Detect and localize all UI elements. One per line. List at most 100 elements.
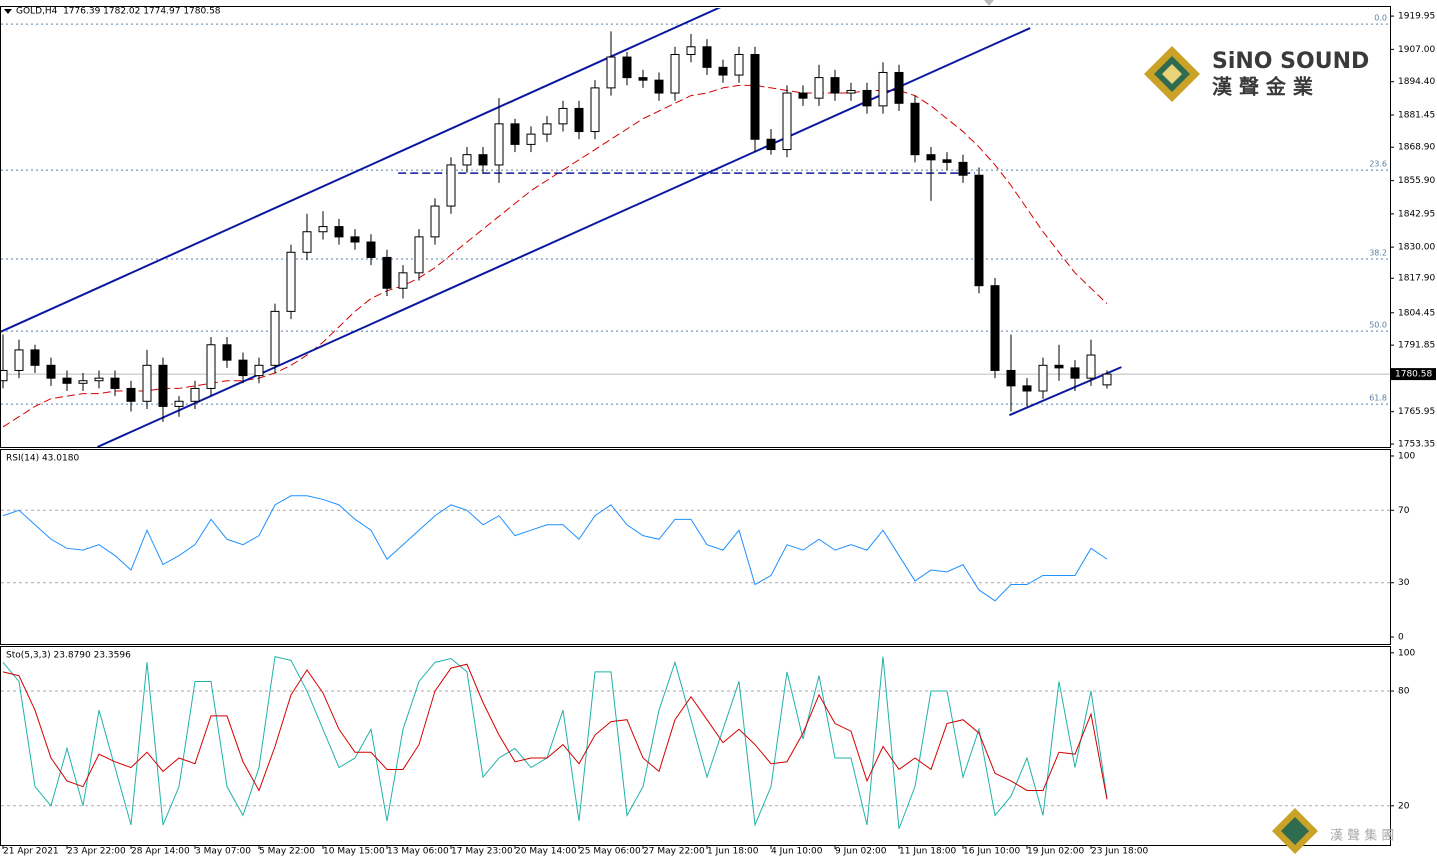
- x-tick-label: 20 May 14:00: [515, 847, 577, 857]
- y-tick-label: 1817.90: [1398, 274, 1435, 284]
- candle-body: [270, 310, 280, 366]
- x-tick-label: 4 Jun 10:00: [771, 847, 823, 857]
- candle-body: [990, 285, 1000, 371]
- candle-body: [686, 46, 696, 55]
- candle-body: [142, 364, 152, 402]
- y-tick-label: 1791.85: [1398, 341, 1435, 351]
- candle-body: [1070, 367, 1080, 379]
- candle-body: [958, 161, 968, 176]
- x-tick-label: 9 Jun 02:00: [835, 847, 887, 857]
- candle-body: [238, 359, 248, 377]
- candle-body: [414, 236, 424, 274]
- candle-body: [750, 53, 760, 140]
- y-tick-label: 1907.00: [1398, 45, 1435, 55]
- stoch-title: Sto(5,3,3) 23.8790 23.3596: [6, 651, 131, 661]
- candle-body: [30, 349, 40, 366]
- title-arrow: [4, 9, 12, 14]
- y-tick-label: 80: [1398, 687, 1410, 697]
- rsi-frame: [0, 449, 1391, 645]
- candle-body: [126, 387, 136, 402]
- candle-body: [1086, 354, 1096, 379]
- stoch-frame: [0, 646, 1391, 846]
- x-tick-label: 13 May 06:00: [387, 847, 449, 857]
- candle-body: [846, 89, 856, 94]
- last-price-box: [1391, 368, 1436, 381]
- fib-label: 0.0: [1374, 14, 1387, 23]
- fib-label: 38.2: [1369, 248, 1387, 257]
- candle-body: [110, 377, 120, 389]
- candle-body: [318, 226, 328, 233]
- x-tick-label: 1 Jun 18:00: [707, 847, 759, 857]
- y-tick-label: 1804.45: [1398, 308, 1435, 318]
- candle-body: [926, 154, 936, 161]
- candle-body: [430, 205, 440, 238]
- candle-body: [718, 66, 728, 76]
- y-tick-label: 1881.45: [1398, 110, 1435, 120]
- x-tick-label: 21 Apr 2021: [3, 847, 59, 857]
- candle-body: [622, 56, 632, 79]
- candle-body: [878, 71, 888, 107]
- candle-body: [62, 377, 72, 384]
- moving-average: [2, 84, 1108, 428]
- last-price-label: 1780.58: [1395, 370, 1432, 380]
- candle-body: [462, 154, 472, 166]
- candle-body: [974, 174, 984, 287]
- candle-body: [702, 46, 712, 68]
- candle-body: [446, 164, 456, 207]
- x-tick-label: 28 Apr 14:00: [131, 847, 190, 857]
- x-tick-label: 25 May 06:00: [579, 847, 641, 857]
- candle-body: [78, 380, 88, 384]
- x-tick-label: 23 Jun 18:00: [1091, 847, 1148, 857]
- candle-body: [574, 107, 584, 133]
- candle-body: [862, 89, 872, 107]
- candle-body: [1102, 373, 1112, 386]
- x-tick-label: 16 Jun 10:00: [963, 847, 1020, 857]
- candle-body: [398, 272, 408, 289]
- candle-body: [254, 364, 264, 377]
- plot-area: [1, 495, 1390, 602]
- fib-label: 61.8: [1369, 394, 1387, 403]
- y-tick-label: 100: [1398, 648, 1415, 658]
- footer-inner: [1281, 817, 1309, 845]
- logo: SiNO SOUND 漢 聲 金 業 漢 聲 集 團: [1144, 46, 1394, 854]
- x-tick-label: 3 May 07:00: [195, 847, 251, 857]
- y-tick-label: 1842.95: [1398, 209, 1435, 219]
- footer-text: 漢 聲 集 團: [1330, 828, 1394, 844]
- candle-body: [798, 92, 808, 99]
- candle-body: [350, 236, 360, 243]
- candle-body: [814, 77, 824, 99]
- x-tick-label: 23 Apr 22:00: [67, 847, 126, 857]
- logo-chinese: 漢 聲 金 業: [1212, 75, 1314, 99]
- candle-body: [910, 102, 920, 156]
- price-title: GOLD,H4 1776.39 1782.02 1774.97 1780.58: [16, 7, 221, 17]
- x-tick-label: 19 Jun 02:00: [1027, 847, 1084, 857]
- y-tick-label: 0: [1398, 633, 1404, 643]
- candle-body: [942, 159, 952, 163]
- candle-body: [558, 107, 568, 125]
- candle-body: [190, 387, 200, 402]
- candle-body: [382, 256, 392, 289]
- x-tick-label: 10 May 15:00: [323, 847, 385, 857]
- candle-body: [286, 251, 296, 312]
- candle-body: [670, 53, 680, 94]
- indicator-line: [2, 655, 1108, 829]
- price-frame: [0, 6, 1391, 448]
- y-tick-label: 100: [1398, 451, 1415, 461]
- y-tick-label: 1919.95: [1398, 12, 1435, 22]
- y-tick-label: 1830.00: [1398, 243, 1435, 253]
- candle-body: [174, 400, 184, 407]
- y-tick-label: 1753.35: [1398, 440, 1435, 450]
- x-tick-label: 17 May 23:00: [451, 847, 513, 857]
- candle-body: [1022, 385, 1032, 392]
- candle-body: [1038, 364, 1048, 392]
- panel-frames: [0, 6, 1391, 846]
- candle-body: [734, 53, 744, 76]
- x-tick-label: 5 May 22:00: [259, 847, 315, 857]
- y-tick-label: 1868.90: [1398, 143, 1435, 153]
- y-tick-label: 1894.40: [1398, 77, 1435, 87]
- indicator-line: [2, 495, 1108, 602]
- candle-body: [46, 364, 56, 379]
- y-tick-label: 70: [1398, 506, 1410, 516]
- rsi-title: RSI(14) 43.0180: [6, 454, 79, 464]
- indicator-line: [2, 663, 1108, 800]
